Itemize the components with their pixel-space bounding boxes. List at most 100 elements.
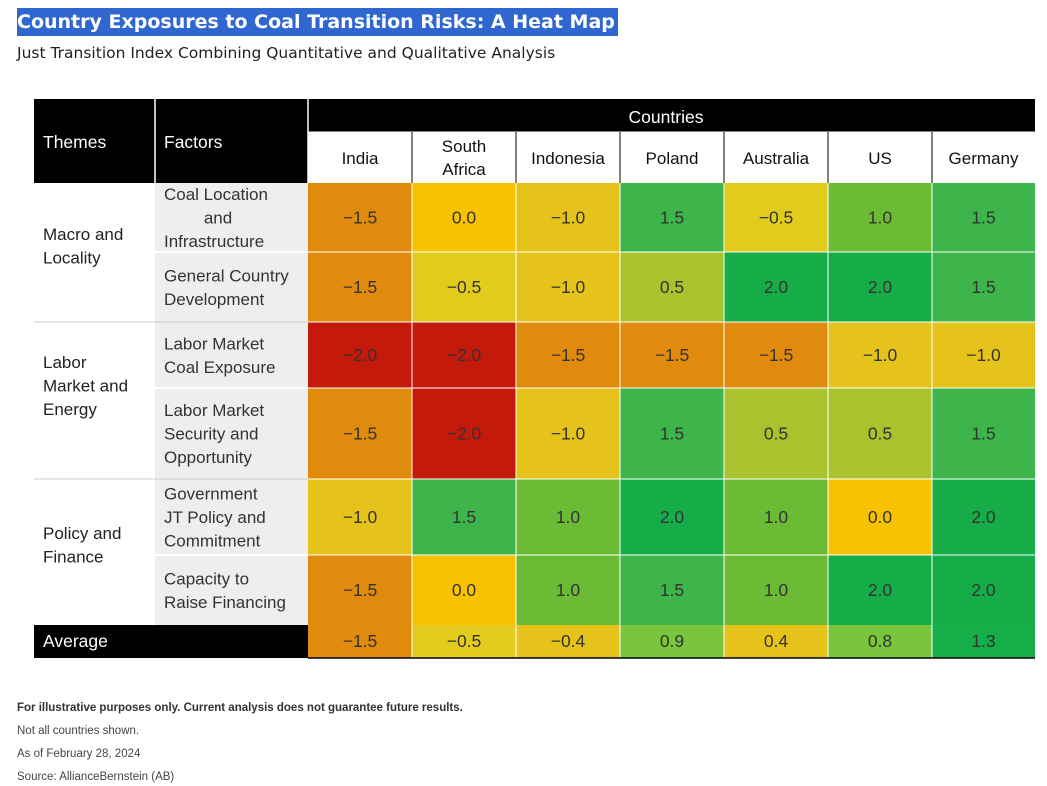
cell-value: −1.5 xyxy=(655,345,690,365)
heat-cell xyxy=(412,322,516,388)
theme-label-policy-and-finance: Policy and Finance xyxy=(43,524,121,567)
heat-cell xyxy=(932,252,1035,322)
countries-header: Countries xyxy=(629,107,704,127)
heat-cell xyxy=(412,183,516,252)
column-label-india: India xyxy=(342,149,379,168)
heat-cell xyxy=(516,183,620,252)
cell-value: 1.5 xyxy=(660,424,684,444)
average-cell xyxy=(412,625,516,658)
cell-value: 1.0 xyxy=(556,580,581,600)
factor-label-government-jt-policy-and-commitment: Government JT Policy and Commitment xyxy=(164,485,266,551)
heat-cell xyxy=(516,322,620,388)
heat-cell xyxy=(308,555,412,625)
cell-value: 2.0 xyxy=(868,277,893,297)
heat-cell xyxy=(516,479,620,555)
average-value: 0.4 xyxy=(764,631,789,651)
heat-cell xyxy=(412,252,516,322)
average-value: −0.5 xyxy=(447,631,482,651)
average-value: 0.8 xyxy=(868,631,892,651)
cell-value: −1.5 xyxy=(759,345,794,365)
cell-value: −1.0 xyxy=(551,277,586,297)
column-label-germany: Germany xyxy=(949,149,1019,168)
heat-cell xyxy=(412,555,516,625)
heat-cell xyxy=(620,322,724,388)
cell-value: 1.5 xyxy=(971,424,995,444)
cell-value: 1.5 xyxy=(660,580,684,600)
heat-cell xyxy=(724,479,828,555)
average-cell xyxy=(724,625,828,658)
cell-value: 2.0 xyxy=(868,580,893,600)
cell-value: 1.0 xyxy=(764,580,789,600)
cell-value: −2.0 xyxy=(447,424,482,444)
average-value: −0.4 xyxy=(551,631,586,651)
heat-cell xyxy=(828,183,932,252)
cell-value: 0.5 xyxy=(868,424,892,444)
cell-value: −1.0 xyxy=(343,507,378,527)
cell-value: 0.0 xyxy=(452,208,477,228)
heat-cell xyxy=(828,388,932,479)
average-cell xyxy=(932,625,1035,658)
heat-cell xyxy=(620,555,724,625)
factor-label-coal-location-and-infrastructure: Coal Location and Infrastructure xyxy=(164,185,268,251)
factors-header: Factors xyxy=(164,132,223,152)
heat-cell xyxy=(412,479,516,555)
cell-value: 1.0 xyxy=(868,208,893,228)
heat-cell xyxy=(828,555,932,625)
disclaimer-note: For illustrative purposes only. Current … xyxy=(17,702,463,714)
heat-cell xyxy=(932,322,1035,388)
average-cell xyxy=(620,625,724,658)
chart-subtitle: Just Transition Index Combining Quantita… xyxy=(17,44,556,62)
factor-label-labor-market-security-and-opportunity: Labor Market Security and Opportunity xyxy=(164,401,264,467)
column-label-australia: Australia xyxy=(743,149,810,168)
column-label-us: US xyxy=(868,149,892,168)
column-label-indonesia: Indonesia xyxy=(531,149,605,168)
average-label-background xyxy=(34,625,308,658)
cell-value: −0.5 xyxy=(759,208,794,228)
cell-value: 2.0 xyxy=(764,277,789,297)
heat-cell xyxy=(308,183,412,252)
heat-cell xyxy=(828,322,932,388)
cell-value: 2.0 xyxy=(971,507,996,527)
footnote-source: Source: AllianceBernstein (AB) xyxy=(17,771,175,783)
heat-cell xyxy=(932,555,1035,625)
heatmap-table: Themes Factors Countries India South Africa In… xyxy=(34,99,1035,659)
column-label-poland: Poland xyxy=(646,149,699,168)
cell-value: −1.5 xyxy=(343,277,378,297)
heat-cell xyxy=(516,252,620,322)
heat-cell xyxy=(620,479,724,555)
cell-value: 2.0 xyxy=(660,507,685,527)
cell-value: 1.5 xyxy=(971,277,995,297)
heat-cell xyxy=(828,479,932,555)
themes-header: Themes xyxy=(43,132,106,152)
factor-label-capacity-to-raise-financing: Capacity to Raise Financing xyxy=(164,569,286,612)
heat-cell xyxy=(308,479,412,555)
theme-label-macro-and-locality: Macro and Locality xyxy=(43,225,123,268)
average-label: Average xyxy=(43,631,108,651)
cell-value: 1.5 xyxy=(660,208,684,228)
cell-value: −1.0 xyxy=(863,345,898,365)
cell-value: −0.5 xyxy=(447,277,482,297)
factor-label-labor-market-coal-exposure: Labor Market Coal Exposure xyxy=(164,334,276,377)
average-cell xyxy=(516,625,620,658)
average-value: −1.5 xyxy=(343,631,378,651)
heat-cell xyxy=(932,479,1035,555)
cell-value: −2.0 xyxy=(447,345,482,365)
column-label-south-africa: South Africa xyxy=(442,137,486,179)
cell-value: −1.0 xyxy=(551,208,586,228)
heat-cell xyxy=(724,388,828,479)
cell-value: 0.5 xyxy=(764,424,788,444)
heat-cell xyxy=(828,252,932,322)
cell-value: −1.5 xyxy=(343,424,378,444)
heat-cell xyxy=(932,388,1035,479)
factor-column-background xyxy=(155,183,308,625)
cell-value: −1.0 xyxy=(966,345,1001,365)
cell-value: 0.0 xyxy=(452,580,477,600)
heat-cell xyxy=(620,183,724,252)
average-value: 0.9 xyxy=(660,631,684,651)
factor-label-general-country-development: General Country Development xyxy=(164,266,289,309)
country-header-background xyxy=(308,132,1035,183)
chart-title: Country Exposures to Coal Transition Ris… xyxy=(17,8,618,36)
cell-value: 0.0 xyxy=(868,507,893,527)
heat-cell xyxy=(932,183,1035,252)
heat-cell xyxy=(308,322,412,388)
